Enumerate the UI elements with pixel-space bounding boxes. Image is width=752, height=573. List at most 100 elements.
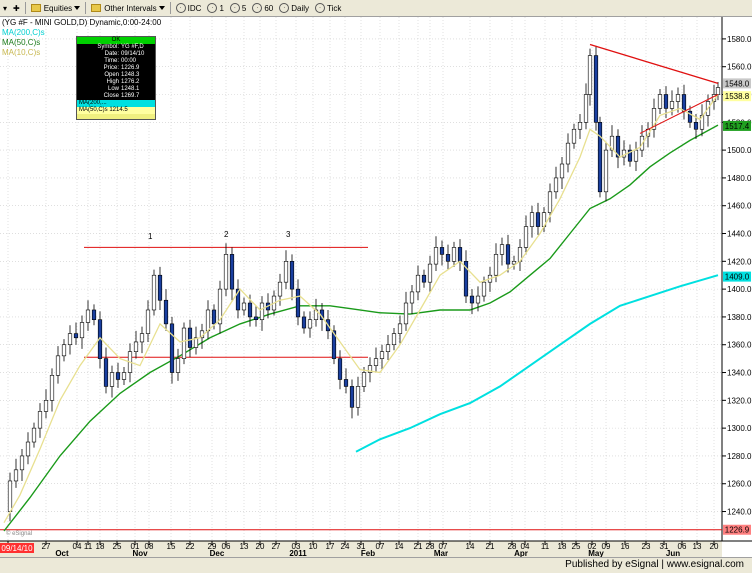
candle-body [715, 87, 721, 95]
candle-body [367, 365, 373, 373]
x-tick-label: 25 [572, 542, 581, 551]
tb-button-60[interactable]: · 60 [249, 1, 276, 15]
candle-body [577, 122, 583, 130]
info-row: Time: 00:00 [104, 58, 137, 64]
tb-button-idc[interactable]: · IDC [173, 1, 205, 15]
x-tick-label: 24 [341, 542, 350, 551]
price-badge [723, 524, 751, 535]
interval-dropdown[interactable]: Other Intervals [88, 1, 167, 15]
candle-body [493, 254, 499, 276]
x-month-label: Apr [514, 549, 528, 557]
candle-body [615, 135, 621, 158]
candle-body [553, 177, 559, 193]
x-tick-label: 09 [602, 542, 611, 551]
info-ma200-row: MA(200,... [77, 100, 155, 107]
candle-body [355, 386, 361, 408]
x-tick-label: 31 [660, 542, 669, 551]
candle-body [151, 274, 157, 311]
x-tick-label: 07 [376, 542, 385, 551]
tb-add-button[interactable]: ✚ [13, 3, 20, 13]
price-badge [723, 271, 751, 282]
y-tick-label: 1320.0 [727, 396, 752, 405]
tb-button-tick[interactable]: · Tick [312, 1, 344, 15]
x-month-label: Jun [666, 549, 680, 557]
candle-body [253, 316, 259, 321]
x-tick-label: 15 [167, 542, 176, 551]
ma10-label: MA(10,C)s [2, 48, 41, 57]
candle-body [663, 94, 669, 109]
candle-body [193, 337, 199, 348]
candle-body [337, 358, 343, 380]
chevron-down-icon [74, 6, 81, 10]
x-tick-label: 17 [326, 542, 335, 551]
tb-button-daily[interactable]: · Daily [276, 1, 312, 15]
candle-body [205, 309, 211, 332]
published-label: Published by eSignal [565, 559, 659, 570]
clock-icon: · [175, 3, 186, 13]
candle-body [25, 441, 31, 457]
candle-body [609, 135, 615, 151]
x-tick-label: 18 [96, 542, 105, 551]
ok-button[interactable]: OK [77, 37, 155, 44]
info-row: Price: 1226.9 [103, 65, 140, 71]
y-tick-label: 1280.0 [727, 452, 752, 461]
candle-body [67, 333, 73, 346]
candle-body [385, 344, 391, 352]
candle-body [133, 341, 139, 352]
candle-body [169, 323, 175, 373]
candle-body [633, 149, 639, 162]
x-tick-label: 21 [414, 542, 423, 551]
price-badges: 1548.0 1538.8 1517.4 1409.0 1226.9 [723, 78, 751, 535]
candle-body [247, 302, 253, 318]
info-row: High 1276.2 [106, 79, 140, 85]
candle-body [391, 333, 397, 346]
tb-button-5[interactable]: · 5 [227, 1, 249, 15]
esignal-link[interactable]: www.esignal.com [666, 559, 744, 570]
y-tick-label: 1300.0 [727, 424, 752, 433]
candle-body [223, 254, 229, 290]
info-row: Close 1269.7 [103, 93, 140, 99]
x-tick-label: 23 [642, 542, 651, 551]
candle-body [587, 55, 593, 95]
candle-body [669, 101, 675, 109]
price-badge [723, 120, 751, 131]
ma50-line [3, 124, 719, 532]
price-badge-label: 1538.8 [725, 92, 750, 101]
x-month-label: Dec [210, 549, 225, 557]
x-tick-label: 08 [145, 542, 154, 551]
tb-menu-icon[interactable]: ▾ [3, 3, 8, 13]
x-tick-label: 06 [222, 542, 231, 551]
candle-body [175, 358, 181, 373]
candles [7, 45, 721, 522]
symbol-dropdown[interactable]: Equities [28, 1, 83, 15]
ma50-path [3, 124, 719, 532]
x-tick-label: 27 [42, 542, 51, 551]
x-tick-label: 13 [693, 542, 702, 551]
candle-body [651, 108, 657, 130]
info-row: Date: 09/14/10 [104, 51, 145, 57]
candle-body [409, 291, 415, 304]
candle-body [115, 372, 121, 380]
x-tick-label: 28 [508, 542, 517, 551]
y-tick-label: 1380.0 [727, 313, 752, 322]
x-tick-label: 25 [113, 542, 122, 551]
annotation-3: 3 [286, 230, 291, 239]
trend-lines [589, 43, 719, 134]
candle-body [565, 142, 571, 165]
x-tick-label: 21 [486, 542, 495, 551]
x-tick-label: 31 [357, 542, 366, 551]
tb-button-1[interactable]: · 1 [204, 1, 226, 15]
candle-body [657, 94, 663, 109]
candle-body [415, 274, 421, 293]
ma50-label: MA(50,C)s [2, 38, 41, 47]
candle-body [55, 355, 61, 376]
y-tick-label: 1240.0 [727, 508, 752, 517]
info-ma50-row: MA(50,C)s 1214.5 [77, 107, 155, 114]
ma200-path [355, 274, 719, 453]
date-badge [0, 543, 34, 553]
x-tick-label: 13 [240, 542, 249, 551]
candle-body [693, 122, 699, 130]
candle-body [79, 322, 85, 339]
candle-body [597, 122, 603, 193]
